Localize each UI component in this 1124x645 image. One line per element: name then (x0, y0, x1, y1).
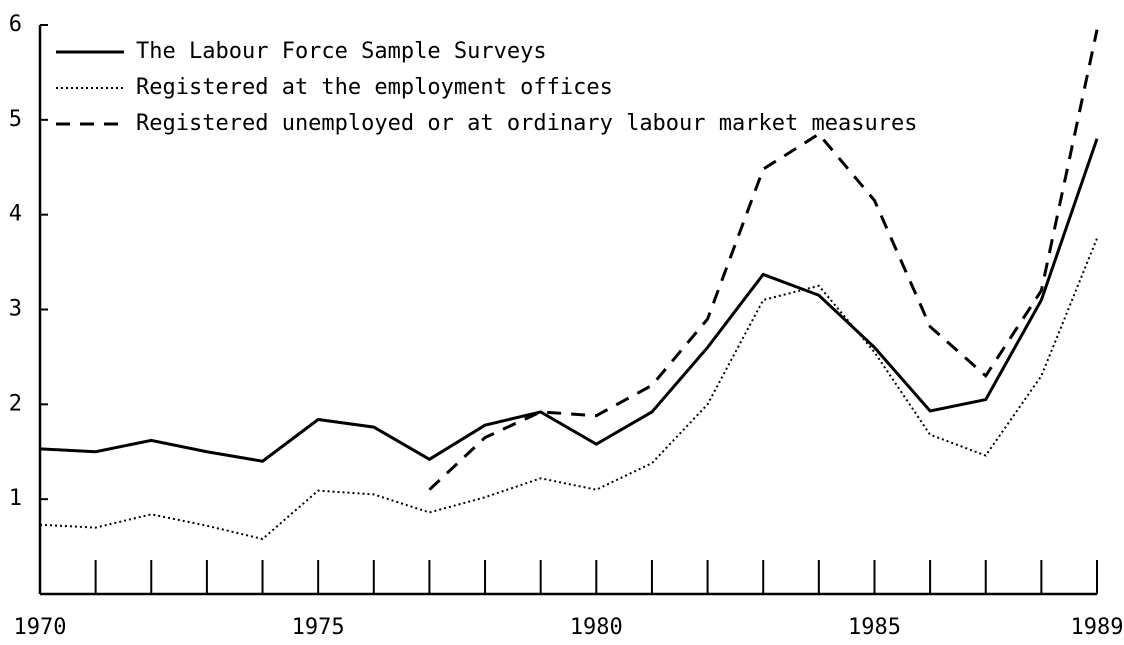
series-line (428, 29, 1099, 491)
legend-label: Registered at the employment offices (136, 75, 613, 100)
x-tick-label: 1980 (570, 615, 623, 640)
y-tick-label: 2 (9, 391, 22, 416)
y-tick-label: 5 (9, 107, 22, 132)
y-tick-label: 6 (9, 12, 22, 37)
x-tick-label: 1989 (1071, 615, 1124, 640)
series-line (39, 138, 1099, 463)
x-tick-label: 1970 (14, 615, 67, 640)
y-tick-label: 1 (9, 486, 22, 511)
x-tick-label: 1975 (292, 615, 345, 640)
y-tick-label: 4 (9, 202, 22, 227)
legend-label: Registered unemployed or at ordinary lab… (136, 111, 917, 136)
legend-label: The Labour Force Sample Surveys (136, 39, 547, 64)
y-tick-label: 3 (9, 297, 22, 322)
x-tick-label: 1985 (848, 615, 901, 640)
series-line (39, 237, 1098, 541)
